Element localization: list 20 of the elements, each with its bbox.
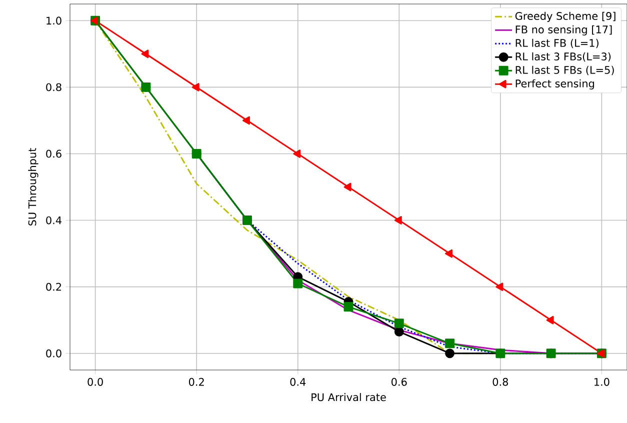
x-tick-label: 0.4	[290, 378, 306, 386]
y-tick-label: 0.4	[46, 216, 62, 224]
legend-label: FB no sensing [17]	[516, 25, 612, 36]
y-tick-label: 0.0	[46, 349, 62, 358]
x-tick-label: 0.0	[88, 378, 103, 386]
x-tick-label: 0.8	[492, 378, 508, 386]
x-tick-label: 0.6	[392, 378, 407, 386]
y-axis-title: SU Throughput	[28, 148, 38, 226]
y-tick-label: 0.6	[46, 150, 62, 158]
legend-label: RL last 3 FBs(L=3)	[516, 52, 611, 62]
y-tick-label: 1.0	[46, 16, 62, 25]
y-tick-label: 0.8	[46, 83, 62, 92]
legend-label: RL last FB (L=1)	[516, 38, 598, 48]
x-axis-title: PU Arrival rate	[312, 393, 386, 402]
x-tick-label: 1.0	[594, 378, 610, 386]
y-tick-label: 0.2	[46, 282, 62, 291]
legend-label: Greedy Scheme [9]	[515, 12, 616, 22]
x-tick-label: 0.2	[188, 378, 204, 386]
legend-label: Perfect sensing	[516, 79, 594, 90]
legend-label: RL last 5 FBs (L=5)	[516, 66, 614, 76]
